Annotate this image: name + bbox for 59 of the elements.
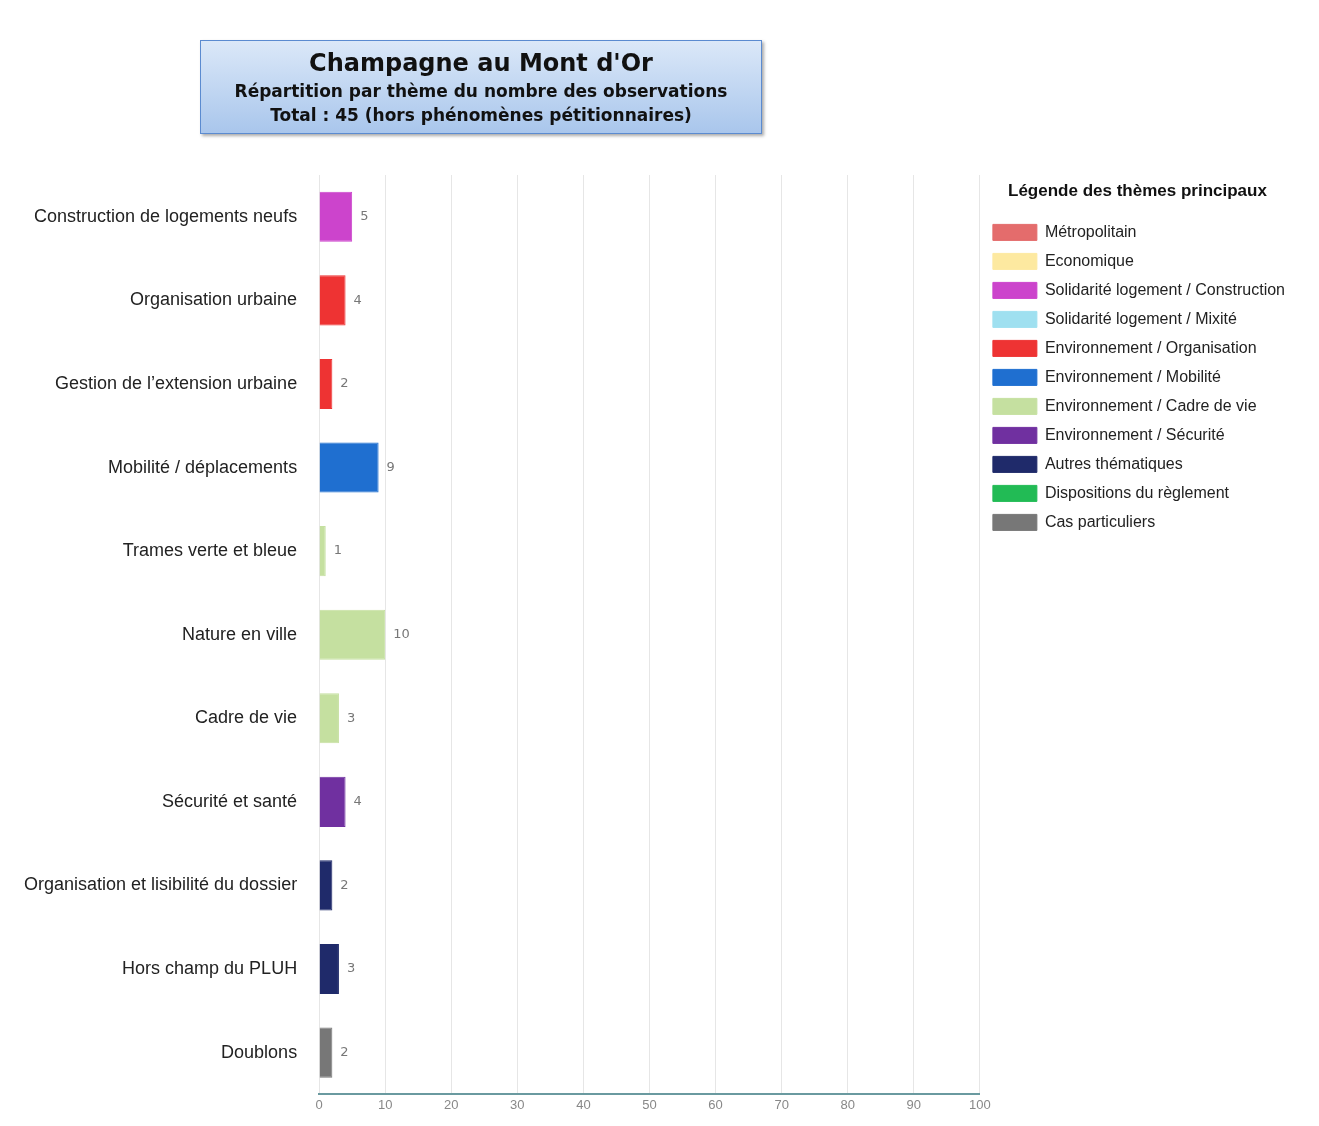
bar bbox=[319, 191, 353, 242]
bar bbox=[319, 776, 346, 827]
y-tick-label: Construction de logements neufs bbox=[33, 205, 298, 226]
y-tick-label: Organisation urbaine bbox=[130, 289, 298, 310]
x-tick-label: 10 bbox=[377, 1096, 393, 1112]
data-label: 10 bbox=[393, 626, 410, 642]
y-tick-label: Nature en ville bbox=[182, 623, 298, 644]
y-tick-label: Doublons bbox=[221, 1041, 298, 1062]
data-label: 4 bbox=[353, 291, 362, 307]
legend-title: Légende des thèmes principaux bbox=[1008, 181, 1268, 201]
y-tick-label: Mobilité / déplacements bbox=[108, 456, 298, 477]
legend-label: Environnement / Mobilité bbox=[1044, 367, 1222, 385]
y-tick-label: Cadre de vie bbox=[195, 707, 298, 728]
bar bbox=[319, 693, 339, 744]
data-label: 9 bbox=[386, 458, 395, 474]
x-tick-label: 60 bbox=[708, 1096, 723, 1112]
legend-label: Cas particuliers bbox=[1044, 512, 1156, 530]
bar bbox=[319, 358, 333, 410]
data-label: 3 bbox=[346, 709, 356, 725]
bar bbox=[319, 526, 326, 577]
bar bbox=[319, 275, 346, 326]
chart-subtitle: Répartition par thème du nombre des observations bbox=[233, 81, 729, 101]
data-label: 2 bbox=[340, 1043, 349, 1059]
bar bbox=[319, 943, 339, 995]
bar bbox=[319, 609, 386, 660]
x-tick-label: 100 bbox=[969, 1096, 991, 1112]
chart-title: Champagne au Mont d'Or bbox=[308, 49, 654, 77]
legend-label: Environnement / Cadre de vie bbox=[1044, 396, 1257, 414]
legend-label: Solidarité logement / Mixité bbox=[1044, 309, 1238, 327]
y-tick-label: Gestion de l’extension urbaine bbox=[54, 372, 298, 393]
legend-label: Environnement / Sécurité bbox=[1044, 425, 1225, 443]
bar bbox=[319, 1027, 333, 1078]
legend-label: Métropolitain bbox=[1044, 222, 1137, 240]
bar bbox=[319, 442, 379, 493]
y-tick-label: Sécurité et santé bbox=[162, 790, 298, 811]
y-tick-label: Organisation et lisibilité du dossier bbox=[24, 874, 298, 895]
x-tick-label: 30 bbox=[510, 1096, 525, 1112]
data-label: 3 bbox=[346, 960, 356, 976]
x-tick-label: 40 bbox=[576, 1096, 591, 1112]
x-tick-label: 80 bbox=[840, 1096, 855, 1112]
legend-label: Dispositions du règlement bbox=[1044, 483, 1230, 501]
legend-label: Autres thématiques bbox=[1044, 454, 1183, 472]
y-tick-label: Trames verte et bleue bbox=[122, 540, 298, 561]
data-label: 4 bbox=[353, 793, 362, 809]
data-label: 2 bbox=[340, 375, 349, 391]
y-tick-label: Hors champ du PLUH bbox=[122, 958, 298, 978]
data-label: 2 bbox=[340, 876, 349, 892]
data-label: 5 bbox=[360, 208, 369, 224]
text: Total : 45 (hors phénomènes pétitionnaires) bbox=[269, 105, 693, 125]
legend-label: Solidarité logement / Construction bbox=[1044, 280, 1285, 298]
bar bbox=[319, 860, 333, 911]
x-tick-label: 70 bbox=[774, 1096, 789, 1112]
legend-label: Environnement / Organisation bbox=[1044, 338, 1257, 356]
data-label: 1 bbox=[333, 542, 343, 558]
x-tick-label: 90 bbox=[906, 1096, 922, 1112]
x-tick-label: 0 bbox=[315, 1096, 323, 1112]
x-tick-label: 50 bbox=[642, 1096, 657, 1112]
legend-label: Economique bbox=[1044, 251, 1134, 269]
x-tick-label: 20 bbox=[444, 1096, 459, 1112]
